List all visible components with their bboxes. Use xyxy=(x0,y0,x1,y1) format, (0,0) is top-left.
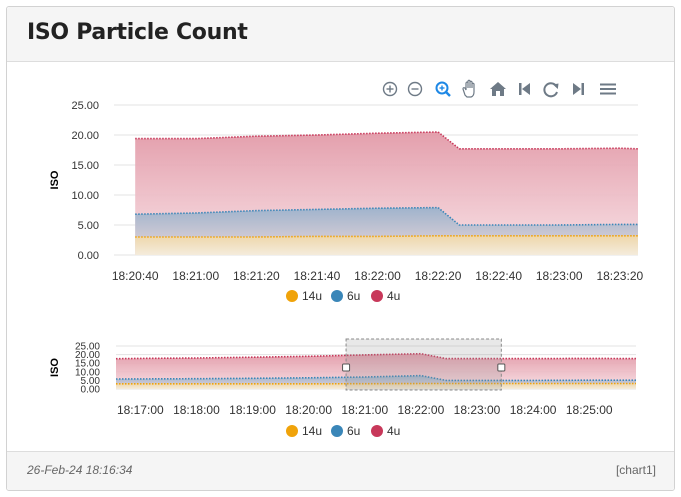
y-tick-label: 10.00 xyxy=(71,190,99,202)
x-tick-label: 18:21:20 xyxy=(233,269,280,283)
selection-range[interactable] xyxy=(345,338,502,391)
x-tick-label: 18:24:00 xyxy=(510,403,557,417)
legend: 14u 6u 4u xyxy=(286,424,400,438)
legend-item-14u[interactable]: 14u xyxy=(286,424,322,438)
footer-timestamp: 26-Feb-24 18:16:34 xyxy=(27,463,133,477)
x-tick-label: 18:17:00 xyxy=(117,403,164,417)
x-tick-label: 18:22:00 xyxy=(398,403,445,417)
x-tick-label: 18:22:20 xyxy=(415,269,462,283)
legend-marker xyxy=(286,425,298,437)
x-tick-label: 18:19:00 xyxy=(229,403,276,417)
series-line-6u xyxy=(115,374,636,382)
x-tick-label: 18:20:40 xyxy=(112,269,159,283)
y-tick-label: 5.00 xyxy=(81,376,101,387)
legend-marker xyxy=(371,290,383,302)
pan-icon[interactable] xyxy=(462,79,475,98)
x-tick-label: 18:23:00 xyxy=(454,403,501,417)
y-tick-label: 15.00 xyxy=(75,359,100,370)
legend-marker xyxy=(371,425,383,437)
legend-label: 6u xyxy=(347,289,360,303)
legend-label: 14u xyxy=(302,424,322,438)
area-14u xyxy=(116,383,636,389)
selection-brush[interactable] xyxy=(342,338,506,391)
zoom-in-icon[interactable] xyxy=(382,81,398,97)
refresh-icon[interactable] xyxy=(543,82,559,98)
y-tick-label: 0.00 xyxy=(78,250,99,262)
chart-toolbar xyxy=(382,79,616,98)
legend-item-4u[interactable]: 4u xyxy=(371,289,400,303)
y-tick-label: 0.00 xyxy=(81,385,101,396)
legend-item-6u[interactable]: 6u xyxy=(331,289,360,303)
main-chart: 25.00 20.00 15.00 10.00 5.00 0.00 18:20:40 18:2… xyxy=(49,100,644,303)
series-line-6u xyxy=(135,206,638,226)
legend-item-4u[interactable]: 4u xyxy=(371,424,400,438)
legend-marker xyxy=(331,425,343,437)
legend-item-6u[interactable]: 6u xyxy=(331,424,360,438)
card-title: ISO Particle Count xyxy=(27,20,248,45)
legend-label: 14u xyxy=(302,289,322,303)
series-line-4u xyxy=(115,352,637,360)
y-tick-label: 20.00 xyxy=(71,130,99,142)
zoom-out-icon[interactable] xyxy=(407,81,423,97)
legend-item-14u[interactable]: 14u xyxy=(286,289,322,303)
legend-marker xyxy=(286,290,298,302)
x-tick-label: 18:21:00 xyxy=(172,269,219,283)
series-line-4u xyxy=(135,131,639,150)
x-tick-label: 18:22:40 xyxy=(475,269,522,283)
area-14u xyxy=(135,235,638,255)
x-tick-label: 18:23:00 xyxy=(536,269,583,283)
card-footer: 26-Feb-24 18:16:34 [chart1] xyxy=(7,451,674,490)
x-tick-label: 18:22:00 xyxy=(354,269,401,283)
brush-handle-right[interactable] xyxy=(497,363,506,372)
selection-zoom-icon[interactable] xyxy=(435,81,451,97)
y-axis-label: ISO xyxy=(49,358,61,377)
x-tick-label: 18:23:20 xyxy=(596,269,643,283)
x-tick-label: 18:25:00 xyxy=(566,403,613,417)
step-back-icon[interactable] xyxy=(519,83,530,95)
y-tick-label: 25.00 xyxy=(71,100,99,112)
brush-handle-left[interactable] xyxy=(342,363,351,372)
x-tick-label: 18:20:00 xyxy=(285,403,332,417)
legend-label: 4u xyxy=(387,424,400,438)
y-tick-label: 25.00 xyxy=(75,342,100,353)
footer-chart-id: [chart1] xyxy=(615,463,656,477)
y-tick-label: 5.00 xyxy=(78,220,99,232)
home-icon[interactable] xyxy=(490,82,506,96)
menu-icon[interactable] xyxy=(600,83,616,95)
x-tick-label: 18:21:00 xyxy=(341,403,388,417)
y-tick-label: 10.00 xyxy=(75,367,100,378)
x-tick-label: 18:18:00 xyxy=(173,403,220,417)
card-header: ISO Particle Count xyxy=(7,7,674,62)
legend-label: 6u xyxy=(347,424,360,438)
y-tick-label: 20.00 xyxy=(75,350,100,361)
series-line-14u xyxy=(135,235,638,238)
legend-label: 4u xyxy=(387,289,400,303)
legend-marker xyxy=(331,290,343,302)
legend: 14u 6u 4u xyxy=(286,289,400,303)
step-forward-icon[interactable] xyxy=(573,83,584,95)
x-tick-label: 18:21:40 xyxy=(294,269,341,283)
y-tick-label: 15.00 xyxy=(71,160,99,172)
y-axis-label: ISO xyxy=(49,170,61,189)
